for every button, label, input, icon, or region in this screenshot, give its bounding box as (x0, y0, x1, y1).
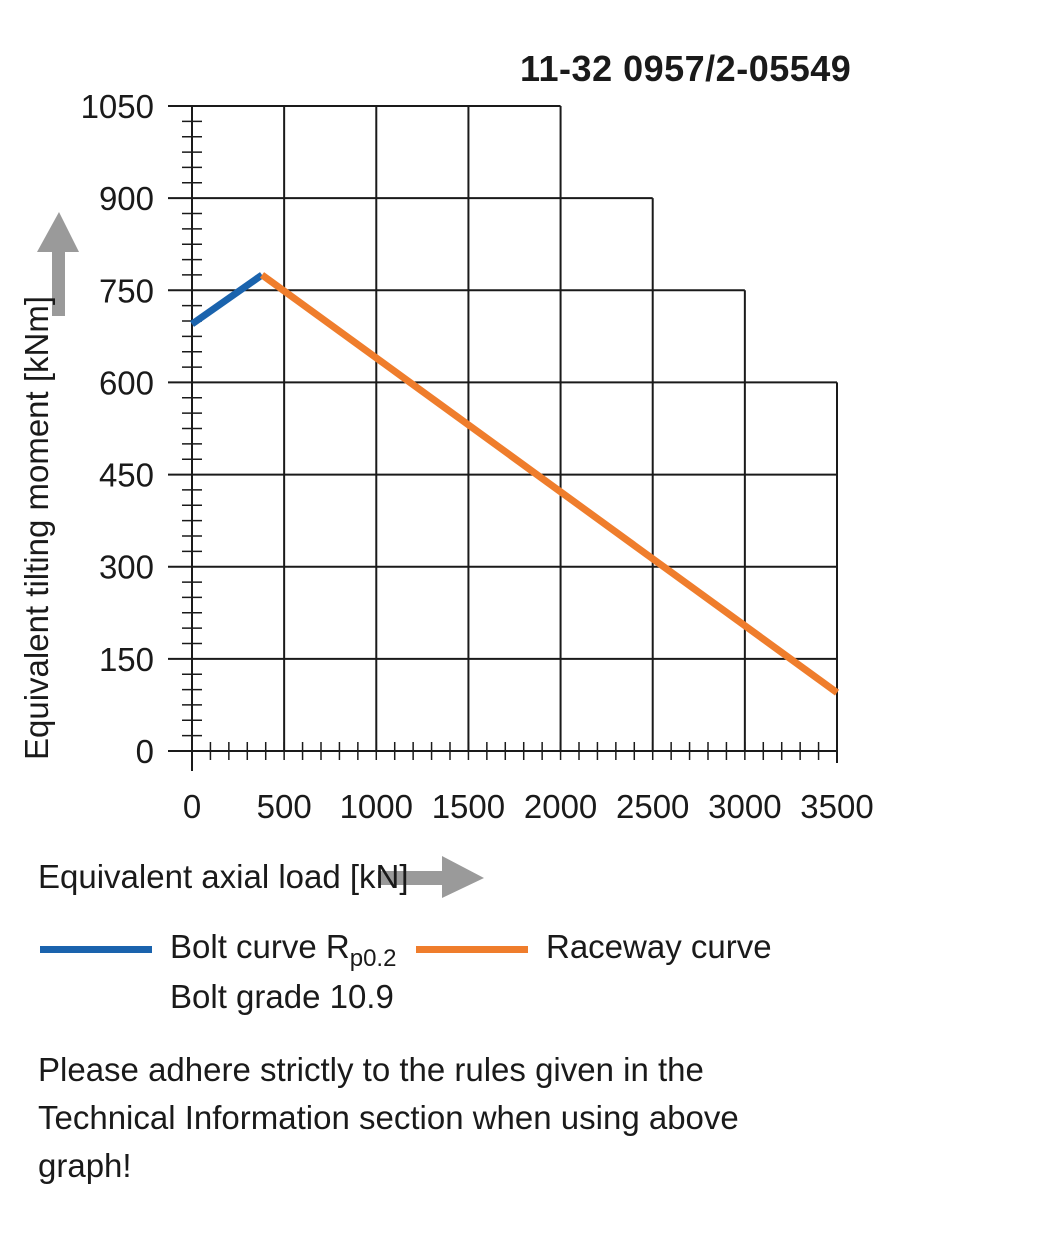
x-tick-label: 2000 (524, 788, 597, 825)
bolt-curve-line (189, 272, 265, 327)
y-tick-label: 1050 (81, 88, 154, 125)
legend-bolt-subscript: p0.2 (349, 945, 397, 972)
y-tick-label: 600 (99, 364, 154, 401)
y-tick-label: 900 (99, 180, 154, 217)
tick-labels: 0 150 300 450 600 750 900 1050 0 500 1000 1500 2000 2… (81, 88, 874, 825)
y-tick-label: 450 (99, 457, 154, 494)
usage-note: Please adhere strictly to the rules give… (38, 1051, 739, 1184)
arrows (37, 212, 484, 898)
x-tick-label: 500 (257, 788, 312, 825)
x-tick-label: 0 (183, 788, 201, 825)
y-axis-label: Equivalent tilting moment [kNm] (18, 295, 55, 760)
raceway-curve-line (259, 272, 840, 696)
y-axis-arrow-icon (37, 212, 79, 316)
x-tick-label: 1000 (340, 788, 413, 825)
legend-bolt-grade: Bolt grade 10.9 (170, 978, 394, 1015)
y-tick-label: 300 (99, 549, 154, 586)
grid (168, 105, 838, 751)
legend-raceway-line (416, 946, 528, 953)
legend-raceway-label: Raceway curve (546, 928, 772, 965)
x-axis-arrow-icon (378, 856, 484, 898)
series-lines (189, 272, 840, 696)
legend-bolt-line (40, 946, 152, 953)
x-tick-label: 1500 (432, 788, 505, 825)
x-tick-label: 3000 (708, 788, 781, 825)
y-tick-label: 750 (99, 272, 154, 309)
x-tick-label: 2500 (616, 788, 689, 825)
y-tick-label: 0 (136, 733, 154, 770)
y-tick-label: 150 (99, 641, 154, 678)
x-axis-label: Equivalent axial load [kN] (38, 858, 409, 895)
legend-bolt-text: Bolt curve R (170, 928, 350, 965)
document-id: 11-32 0957/2-05549 (520, 48, 852, 89)
minor-ticks (182, 120, 838, 763)
legend-bolt-label: Bolt curve Rp0.2 (170, 928, 396, 973)
x-tick-label: 3500 (800, 788, 873, 825)
axes (168, 106, 837, 771)
